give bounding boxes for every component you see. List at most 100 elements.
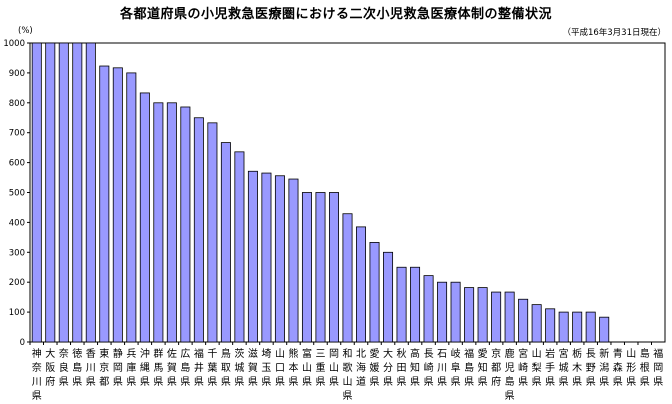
bar — [531, 304, 542, 343]
category-label: 秋田県 — [397, 347, 407, 388]
category-label: 鹿児島県 — [505, 347, 515, 402]
category-label: 北海道 — [356, 348, 366, 388]
bar — [504, 291, 515, 343]
category-label: 和歌山県 — [343, 348, 353, 402]
category-label: 茨城県 — [234, 347, 244, 388]
y-tick-label: 1000 — [3, 39, 25, 49]
category-label: 宮崎県 — [518, 347, 528, 388]
category-label: 岐阜県 — [451, 347, 461, 388]
category-label: 富山県 — [302, 347, 312, 388]
category-label: 滋賀県 — [248, 347, 258, 388]
bar — [31, 42, 42, 343]
category-label: 長崎県 — [424, 348, 434, 388]
category-label: 広島県 — [180, 347, 190, 388]
category-label: 石川県 — [437, 349, 447, 388]
bar — [369, 242, 380, 343]
y-axis-unit-label: (%) — [18, 26, 33, 36]
bar — [193, 117, 204, 343]
bar — [58, 42, 69, 343]
bar — [518, 298, 529, 343]
category-label: 長野県 — [586, 348, 596, 388]
category-label: 佐賀県 — [167, 348, 177, 388]
y-tick-label: 200 — [9, 278, 25, 288]
bar — [234, 151, 245, 343]
category-label: 群馬県 — [153, 347, 163, 388]
category-label: 高知県 — [410, 347, 420, 388]
bar — [126, 72, 137, 343]
category-label: 三重県 — [315, 349, 325, 388]
category-label: 熊本県 — [288, 347, 298, 388]
y-tick-label: 900 — [9, 69, 25, 79]
chart-title: 各都道府県の小児救急医療圏における二次小児救急医療体制の整備状況 — [119, 7, 552, 22]
bar — [180, 106, 191, 343]
category-label: 埼玉県 — [261, 347, 271, 388]
y-tick-label: 700 — [9, 129, 25, 139]
category-label: 大分県 — [383, 347, 393, 388]
category-label: 静岡県 — [113, 347, 123, 388]
bar — [301, 192, 312, 343]
bar — [599, 316, 610, 343]
category-label: 福岡県 — [653, 347, 663, 388]
category-label: 愛媛県 — [370, 347, 380, 388]
category-label: 千葉県 — [207, 348, 217, 388]
category-label: 東京都 — [99, 347, 109, 388]
category-label: 宮城県 — [559, 347, 569, 388]
bar — [410, 266, 421, 343]
bar — [45, 42, 56, 343]
category-label: 岡山県 — [329, 348, 339, 388]
bar — [72, 42, 83, 343]
bar — [261, 172, 272, 343]
bar — [139, 92, 150, 343]
bar — [545, 308, 556, 343]
category-label: 新潟県 — [599, 347, 609, 388]
bar — [112, 67, 123, 343]
bar — [153, 102, 164, 343]
y-tick-label: 0 — [20, 338, 25, 348]
category-label: 福島県 — [464, 347, 474, 388]
bar — [356, 226, 367, 343]
bar — [491, 291, 502, 343]
y-tick-label: 600 — [9, 159, 25, 169]
bar — [450, 281, 461, 343]
category-label: 大阪府 — [45, 347, 55, 388]
y-tick-label: 800 — [9, 99, 25, 109]
bar — [99, 65, 110, 343]
category-label: 沖縄県 — [140, 347, 150, 388]
category-label: 青森県 — [613, 347, 623, 388]
category-label: 山口県 — [275, 348, 285, 388]
category-label: 島根県 — [640, 347, 650, 388]
bar — [423, 275, 434, 343]
category-label: 岩手県 — [545, 347, 555, 388]
y-tick-label: 400 — [9, 218, 25, 228]
category-label: 徳島県 — [72, 347, 82, 388]
bar — [383, 251, 394, 343]
bar — [247, 170, 258, 343]
date-note: （平成16年3月31日現在） — [562, 28, 666, 38]
bar — [585, 311, 596, 343]
category-label: 山形県 — [626, 348, 636, 388]
bar — [342, 213, 353, 343]
bar — [207, 122, 218, 343]
category-label: 福井県 — [194, 347, 204, 388]
bar — [288, 178, 299, 343]
category-label: 愛知県 — [478, 347, 488, 388]
bar — [558, 311, 569, 343]
bar — [274, 175, 285, 343]
bar — [437, 281, 448, 343]
bar — [166, 102, 177, 343]
bar — [572, 311, 583, 343]
bar — [464, 287, 475, 343]
y-tick-label: 300 — [9, 248, 25, 258]
category-label: 鳥取県 — [221, 347, 231, 388]
category-label: 栃木県 — [572, 347, 582, 388]
category-label: 京都府 — [491, 347, 501, 388]
y-tick-label: 100 — [9, 308, 25, 318]
bar — [396, 266, 407, 343]
category-label: 神奈川県 — [32, 347, 42, 402]
bar — [85, 42, 96, 343]
bar — [220, 142, 231, 343]
bar — [315, 192, 326, 343]
category-label: 奈良県 — [59, 347, 69, 388]
y-tick-label: 500 — [9, 189, 25, 199]
